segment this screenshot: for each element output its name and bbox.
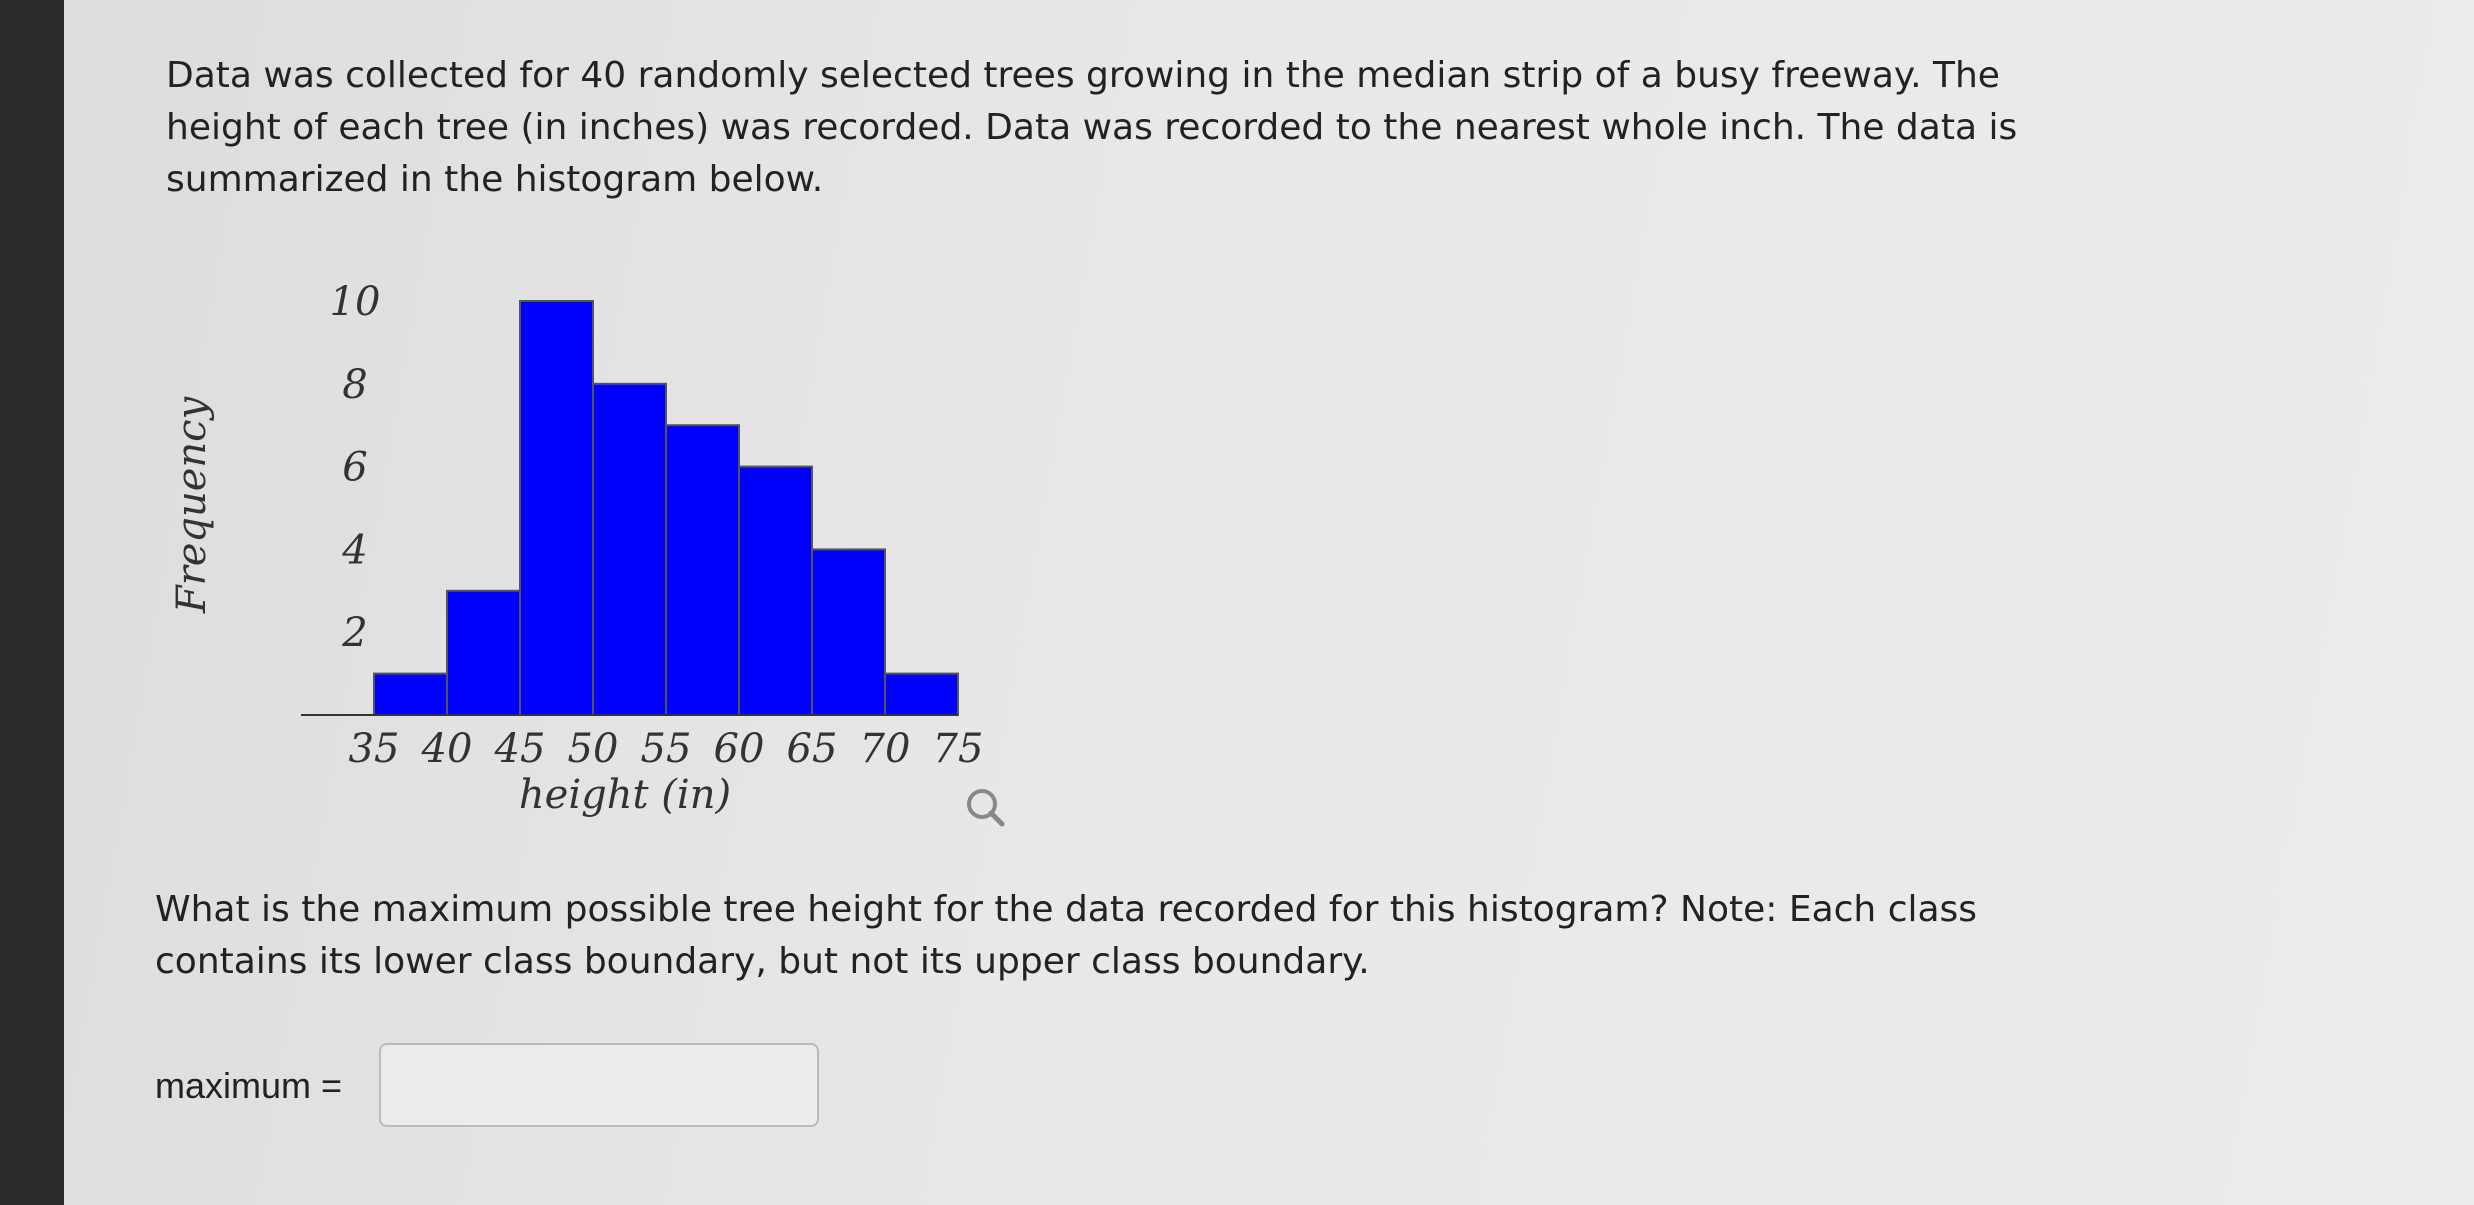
question-text: What is the maximum possible tree height… — [155, 889, 1978, 982]
y-tick-label: 10 — [330, 279, 381, 325]
x-tick-label: 40 — [421, 726, 473, 772]
x-tick-label: 35 — [349, 726, 400, 772]
zoom-icon[interactable] — [967, 789, 1005, 827]
y-tick-label: 6 — [342, 445, 367, 491]
y-tick-label: 4 — [341, 527, 367, 573]
bar — [373, 672, 448, 716]
x-tick-label: 75 — [933, 726, 984, 772]
y-axis-label: Frequency — [169, 395, 215, 614]
x-tick-label: 50 — [568, 726, 619, 772]
x-tick-label: 70 — [860, 726, 911, 772]
answer-input[interactable] — [379, 1043, 819, 1127]
x-tick-label: 60 — [714, 726, 765, 772]
x-tick-label: 45 — [494, 726, 546, 772]
x-tick-label: 55 — [641, 726, 692, 772]
bar — [811, 548, 886, 717]
x-axis-label: height (in) — [519, 772, 731, 818]
bar — [738, 465, 813, 716]
y-tick-label: 2 — [341, 610, 367, 656]
bar — [665, 424, 740, 716]
screen-bezel — [0, 0, 64, 1205]
intro-text: Data was collected for 40 randomly selec… — [166, 55, 2018, 200]
bar — [884, 672, 959, 716]
answer-label: maximum = — [155, 1065, 343, 1106]
chart: 2 4 6 8 10 35 40 45 50 55 60 65 70 75 height (in) Frequ… — [169, 279, 1005, 827]
y-tick-label: 8 — [342, 362, 367, 408]
bar — [519, 300, 594, 716]
bar — [446, 589, 521, 716]
x-tick-label: 65 — [787, 726, 838, 772]
bar — [592, 382, 667, 716]
